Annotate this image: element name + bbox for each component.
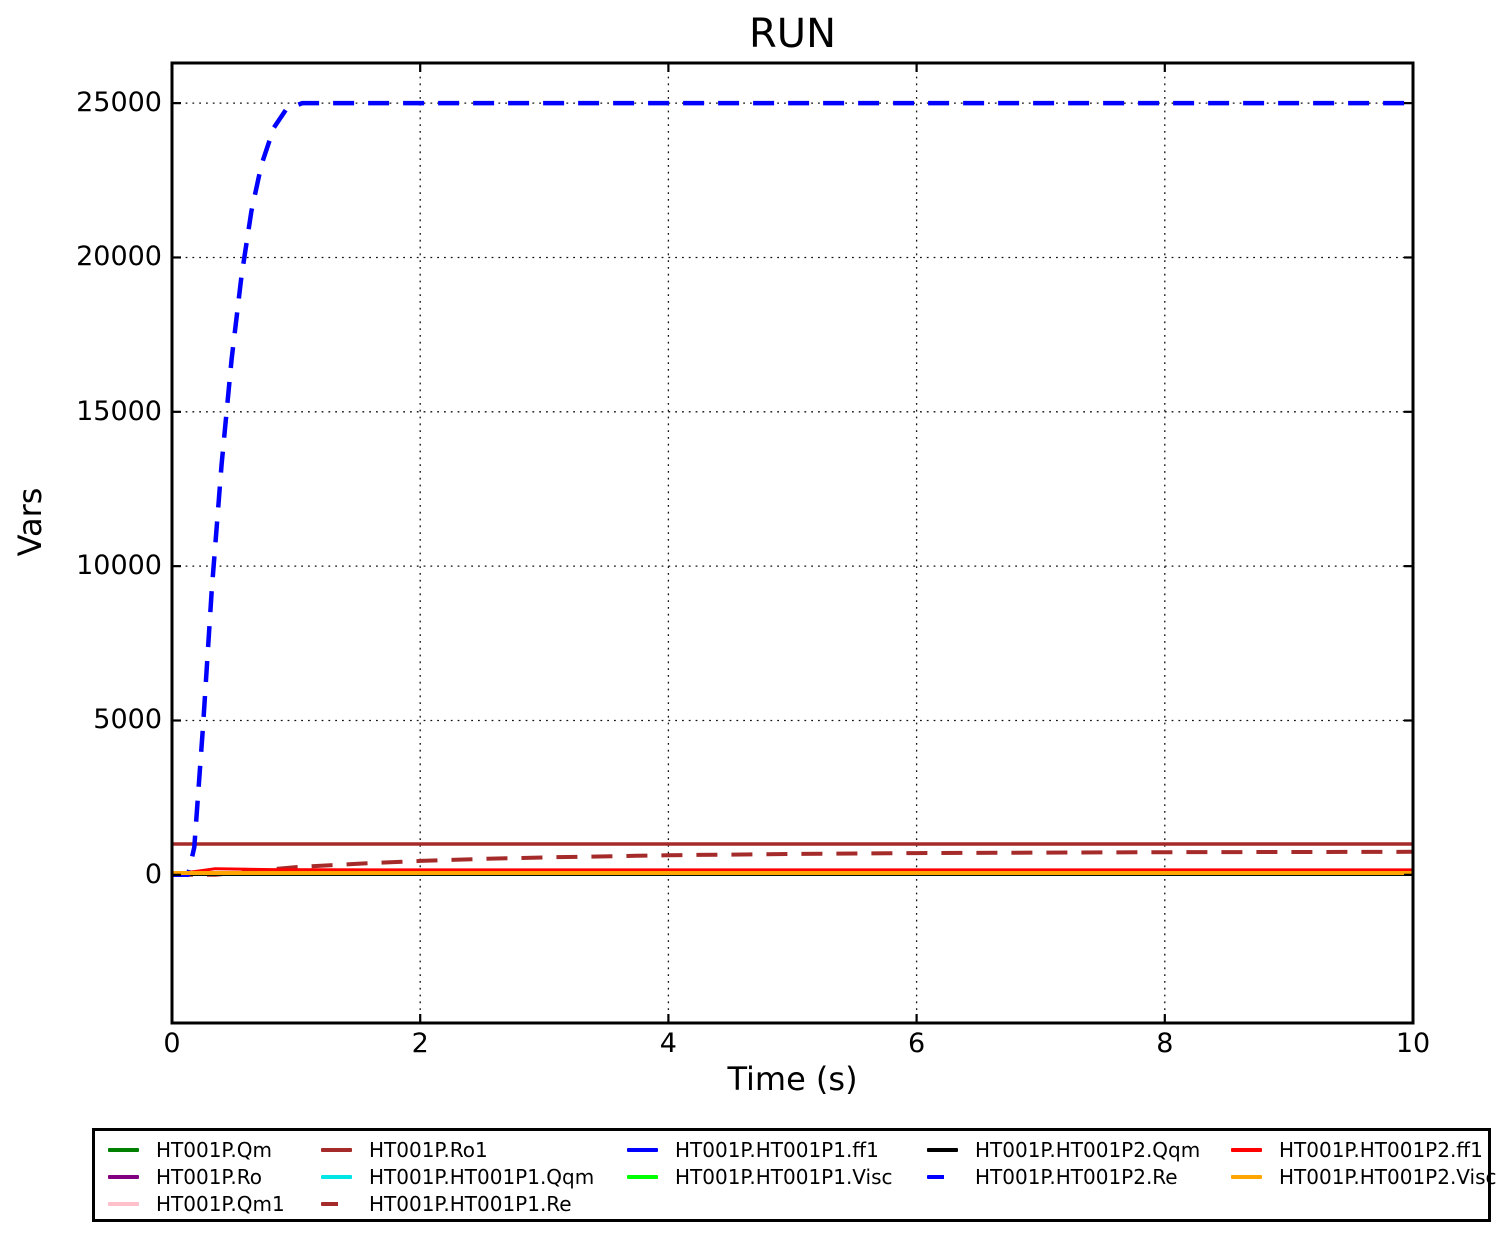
legend-label: HT001P.Qm [156, 1137, 272, 1162]
legend-column-3: HT001P.HT001P1.ff1 HT001P.HT001P1.Visc [627, 1136, 893, 1190]
legend-line-swatch [321, 1147, 352, 1152]
legend-line-swatch [627, 1174, 658, 1179]
legend-label: HT001P.HT001P2.Re [975, 1164, 1178, 1189]
x-tick-label-10: 10 [1395, 1028, 1431, 1059]
legend-column-4: HT001P.HT001P2.Qqm HT001P.HT001P2.Re [927, 1136, 1200, 1190]
legend-label: HT001P.HT001P1.ff1 [675, 1137, 879, 1162]
y-tick-label-0: 0 [144, 858, 162, 890]
legend: HT001P.Qm HT001P.Ro HT001P.Qm1 HT001P.Ro1 HT… [92, 1128, 1497, 1222]
legend-line-swatch [108, 1174, 139, 1179]
y-tick-label-20000: 20000 [76, 241, 162, 273]
axes-frame [170, 61, 1415, 1025]
legend-entry-HT001P.HT001P1.ff1: HT001P.HT001P1.ff1 [627, 1136, 893, 1163]
x-tick-label-2: 2 [411, 1028, 429, 1059]
legend-label: HT001P.HT001P1.Re [369, 1191, 572, 1216]
legend-column-2: HT001P.Ro1 HT001P.HT001P1.Qqm HT001P.HT001… [321, 1136, 594, 1217]
legend-line-swatch [321, 1201, 352, 1206]
legend-entry-HT001P.HT001P2.Re: HT001P.HT001P2.Re [927, 1163, 1200, 1190]
y-tick-label-15000: 15000 [76, 395, 162, 427]
legend-label: HT001P.Ro1 [369, 1137, 488, 1162]
legend-label: HT001P.HT001P1.Visc [675, 1164, 893, 1189]
x-tick-label-4: 4 [659, 1028, 677, 1059]
legend-label: HT001P.HT001P2.Qqm [975, 1137, 1201, 1162]
legend-entry-HT001P.Ro1: HT001P.Ro1 [321, 1136, 594, 1163]
y-axis-label: Vars [11, 487, 49, 557]
legend-label: HT001P.Qm1 [156, 1191, 285, 1216]
legend-line-swatch [1231, 1147, 1262, 1152]
legend-line-swatch [627, 1147, 658, 1152]
legend-line-swatch [927, 1147, 958, 1152]
axes-background [172, 63, 1413, 1023]
y-tick-label-10000: 10000 [76, 550, 162, 582]
legend-entry-HT001P.Ro: HT001P.Ro [108, 1163, 285, 1190]
legend-label: HT001P.HT001P2.Visc [1279, 1164, 1497, 1189]
x-tick-label-8: 8 [1156, 1028, 1174, 1059]
legend-entry-HT001P.HT001P1.Re: HT001P.HT001P1.Re [321, 1190, 594, 1217]
chart-title: RUN [749, 11, 836, 57]
legend-line-swatch [321, 1174, 352, 1179]
legend-entry-HT001P.HT001P2.Qqm: HT001P.HT001P2.Qqm [927, 1136, 1200, 1163]
legend-entry-HT001P.HT001P2.Visc: HT001P.HT001P2.Visc [1231, 1163, 1497, 1190]
series-HT001P.HT001P2.Re [172, 100, 1413, 878]
legend-entry-HT001P.HT001P1.Visc: HT001P.HT001P1.Visc [627, 1163, 893, 1190]
legend-label: HT001P.HT001P2.ff1 [1279, 1137, 1483, 1162]
legend-column-1: HT001P.Qm HT001P.Ro HT001P.Qm1 [108, 1136, 285, 1217]
legend-line-swatch [1231, 1174, 1262, 1179]
y-tick-label-25000: 25000 [76, 87, 162, 119]
x-tick-label-0: 0 [163, 1028, 181, 1059]
legend-line-swatch [927, 1174, 958, 1179]
legend-entry-HT001P.Qm: HT001P.Qm [108, 1136, 285, 1163]
series-HT001P.HT001P1.Re [172, 849, 1414, 877]
x-tick-label-6: 6 [908, 1028, 926, 1059]
y-tick-label-5000: 5000 [93, 704, 162, 736]
x-axis-label: Time (s) [727, 1060, 858, 1098]
legend-line-swatch [108, 1147, 139, 1152]
legend-column-5: HT001P.HT001P2.ff1 HT001P.HT001P2.Visc [1231, 1136, 1497, 1190]
legend-label: HT001P.Ro [156, 1164, 262, 1189]
legend-entry-HT001P.Qm1: HT001P.Qm1 [108, 1190, 285, 1217]
legend-line-swatch [108, 1201, 139, 1206]
legend-entry-HT001P.HT001P1.Qqm: HT001P.HT001P1.Qqm [321, 1163, 594, 1190]
legend-label: HT001P.HT001P1.Qqm [369, 1164, 595, 1189]
legend-entry-HT001P.HT001P2.ff1: HT001P.HT001P2.ff1 [1231, 1136, 1497, 1163]
